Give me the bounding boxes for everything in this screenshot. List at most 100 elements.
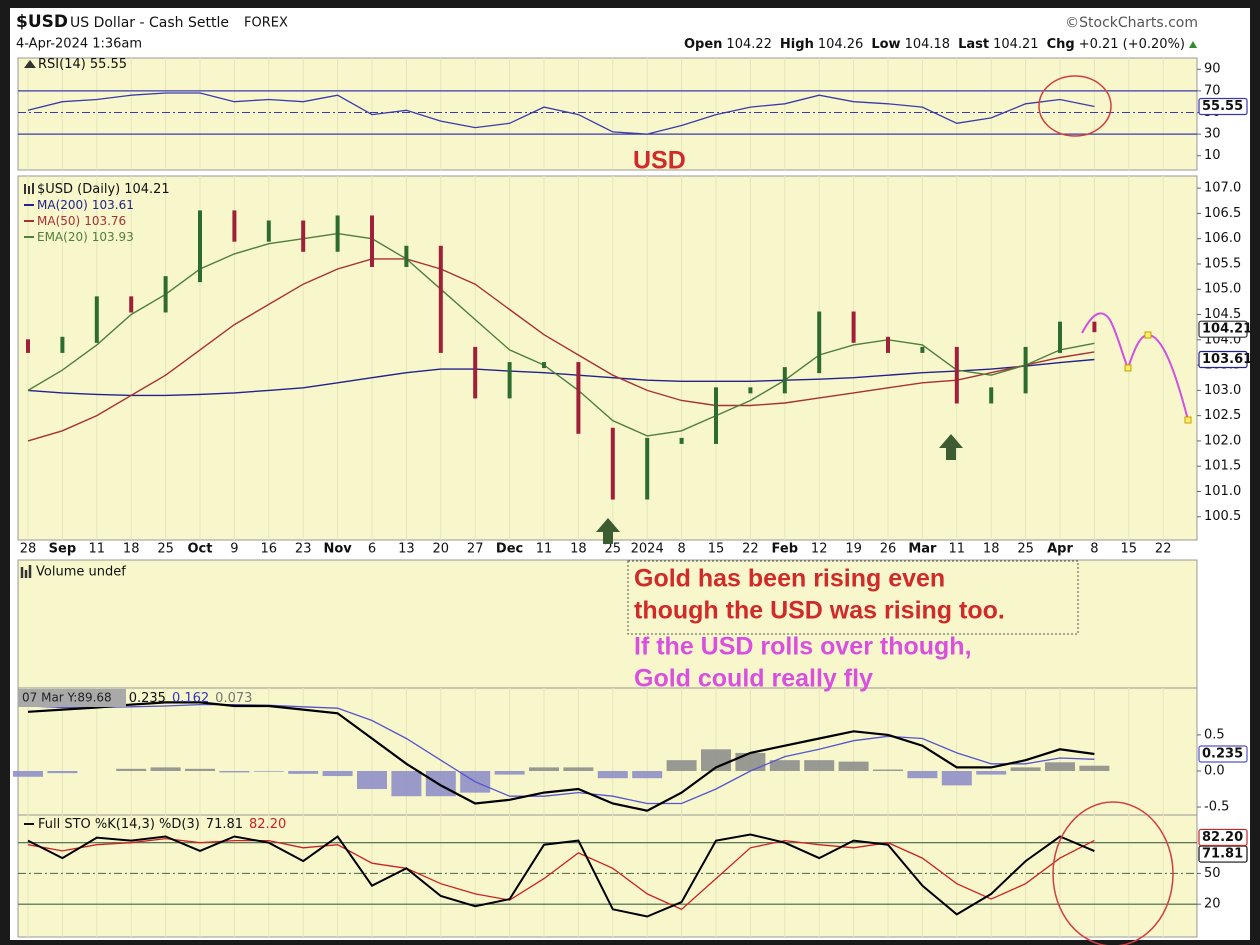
quote-value: 104.21 [993, 37, 1039, 52]
price-bar [370, 215, 374, 267]
histogram-bar [185, 768, 215, 771]
legend-entry: EMA(20) 103.93 [37, 230, 134, 244]
quote-label: Last [958, 37, 989, 52]
y-tick-label: -0.5 [1204, 800, 1229, 815]
price-bar [335, 215, 340, 252]
price-bar [886, 336, 890, 353]
legend-swatch [24, 183, 34, 194]
histogram-bar [563, 767, 594, 771]
x-tick-label: 6 [368, 542, 376, 557]
histogram-bar [1010, 767, 1041, 771]
legend-name: MA(50) [37, 214, 80, 228]
moving-average [27, 232, 1095, 437]
quote: Open 104.22 High 104.26 Low 104.18 Last 104.21 C… [684, 37, 1185, 52]
histogram-bar [701, 749, 731, 771]
y-tick-label: 100.5 [1204, 509, 1241, 524]
price-bar [266, 220, 271, 242]
percent-d-line [27, 837, 1095, 911]
value-box [1198, 97, 1248, 116]
indicator-value: 71.81 [206, 817, 243, 832]
x-tick-label: 26 [880, 542, 897, 557]
histogram-bar [597, 770, 628, 779]
histogram-bar [976, 770, 1007, 775]
title-icon [20, 565, 32, 578]
price-bar [851, 311, 856, 343]
x-tick-label: Oct [188, 542, 213, 557]
price-bar [954, 346, 959, 404]
price-bar [782, 367, 787, 394]
cursor-box [18, 689, 126, 707]
highlight-circle [1038, 75, 1112, 137]
price-bar [301, 220, 306, 252]
legend-entry: MA(50) 103.76 [37, 214, 126, 228]
value-box-label: 71.81 [1202, 847, 1243, 862]
y-tick-label: 20 [1204, 897, 1221, 912]
price-bar [1058, 321, 1062, 353]
value-box-label: 104.21 [1202, 322, 1252, 337]
histogram-bar [907, 770, 938, 779]
y-tick-label: 103.0 [1204, 383, 1241, 398]
price-bar [714, 387, 718, 444]
panel [17, 687, 1198, 816]
cursor-label: 07 Mar Y:89.68 [22, 691, 112, 705]
price-bar [920, 346, 925, 353]
y-tick-label: 106.0 [1204, 231, 1241, 246]
value-box [1198, 845, 1248, 863]
x-tick-label: 16 [261, 542, 278, 557]
indicator-title: RSI(14) 55.55 [38, 57, 127, 72]
projection-point [1144, 331, 1152, 339]
histogram-bar [1079, 765, 1110, 771]
price-bar [129, 296, 134, 313]
x-tick-label: 18 [123, 542, 140, 557]
signal-arrow [939, 434, 963, 460]
change-arrow [1189, 41, 1197, 48]
y-tick-label: 102.0 [1204, 433, 1241, 448]
legend-value: 103.93 [92, 230, 134, 244]
quote-value: 104.18 [905, 37, 951, 52]
price-bar [645, 437, 650, 500]
panel-title: Volume undef [36, 565, 126, 580]
x-tick-label: 18 [570, 542, 587, 557]
x-tick-label: 9 [230, 542, 238, 557]
value-box [1198, 350, 1248, 369]
annotation-box [627, 560, 1079, 635]
price-bar [748, 387, 753, 394]
y-tick-label: 70 [1204, 83, 1221, 98]
macd-line [27, 701, 1095, 812]
quote-label: Open [684, 37, 722, 52]
value-box-label: 55.55 [1202, 99, 1243, 114]
price-bar [94, 296, 99, 343]
y-tick-label: 0.0 [1204, 763, 1225, 778]
x-tick-label: 25 [605, 542, 622, 557]
price-bar [679, 437, 684, 444]
title-icon [24, 60, 36, 68]
histogram-bar [116, 768, 147, 771]
histogram-bar [288, 770, 319, 774]
histogram-bar [838, 761, 869, 771]
price-bar [1023, 346, 1028, 394]
signal-arrow [596, 518, 620, 544]
indicator-value: 0.235 [129, 691, 166, 706]
legend-name: EMA(20) [37, 230, 88, 244]
histogram-bar [13, 770, 43, 777]
price-bar [60, 336, 65, 353]
x-tick-label: Mar [908, 542, 937, 557]
y-tick-label: 50 [1204, 866, 1221, 881]
change-label: Chg [1047, 37, 1075, 52]
histogram-bar [357, 770, 387, 790]
x-tick-label: 11 [89, 542, 106, 557]
x-tick-label: 11 [536, 542, 553, 557]
histogram-bar [804, 760, 835, 771]
exchange: FOREX [244, 16, 288, 31]
histogram-bar [47, 770, 78, 774]
histogram-bar [873, 769, 903, 771]
price-bar [198, 210, 202, 283]
moving-average [27, 358, 1095, 397]
price-bar [989, 387, 994, 404]
panel [17, 57, 1198, 171]
legend-entry: $USD (Daily) 104.21 [37, 182, 170, 197]
source: ©StockCharts.com [1065, 15, 1198, 31]
histogram-bar [391, 770, 422, 797]
x-tick-label: Dec [496, 542, 523, 557]
